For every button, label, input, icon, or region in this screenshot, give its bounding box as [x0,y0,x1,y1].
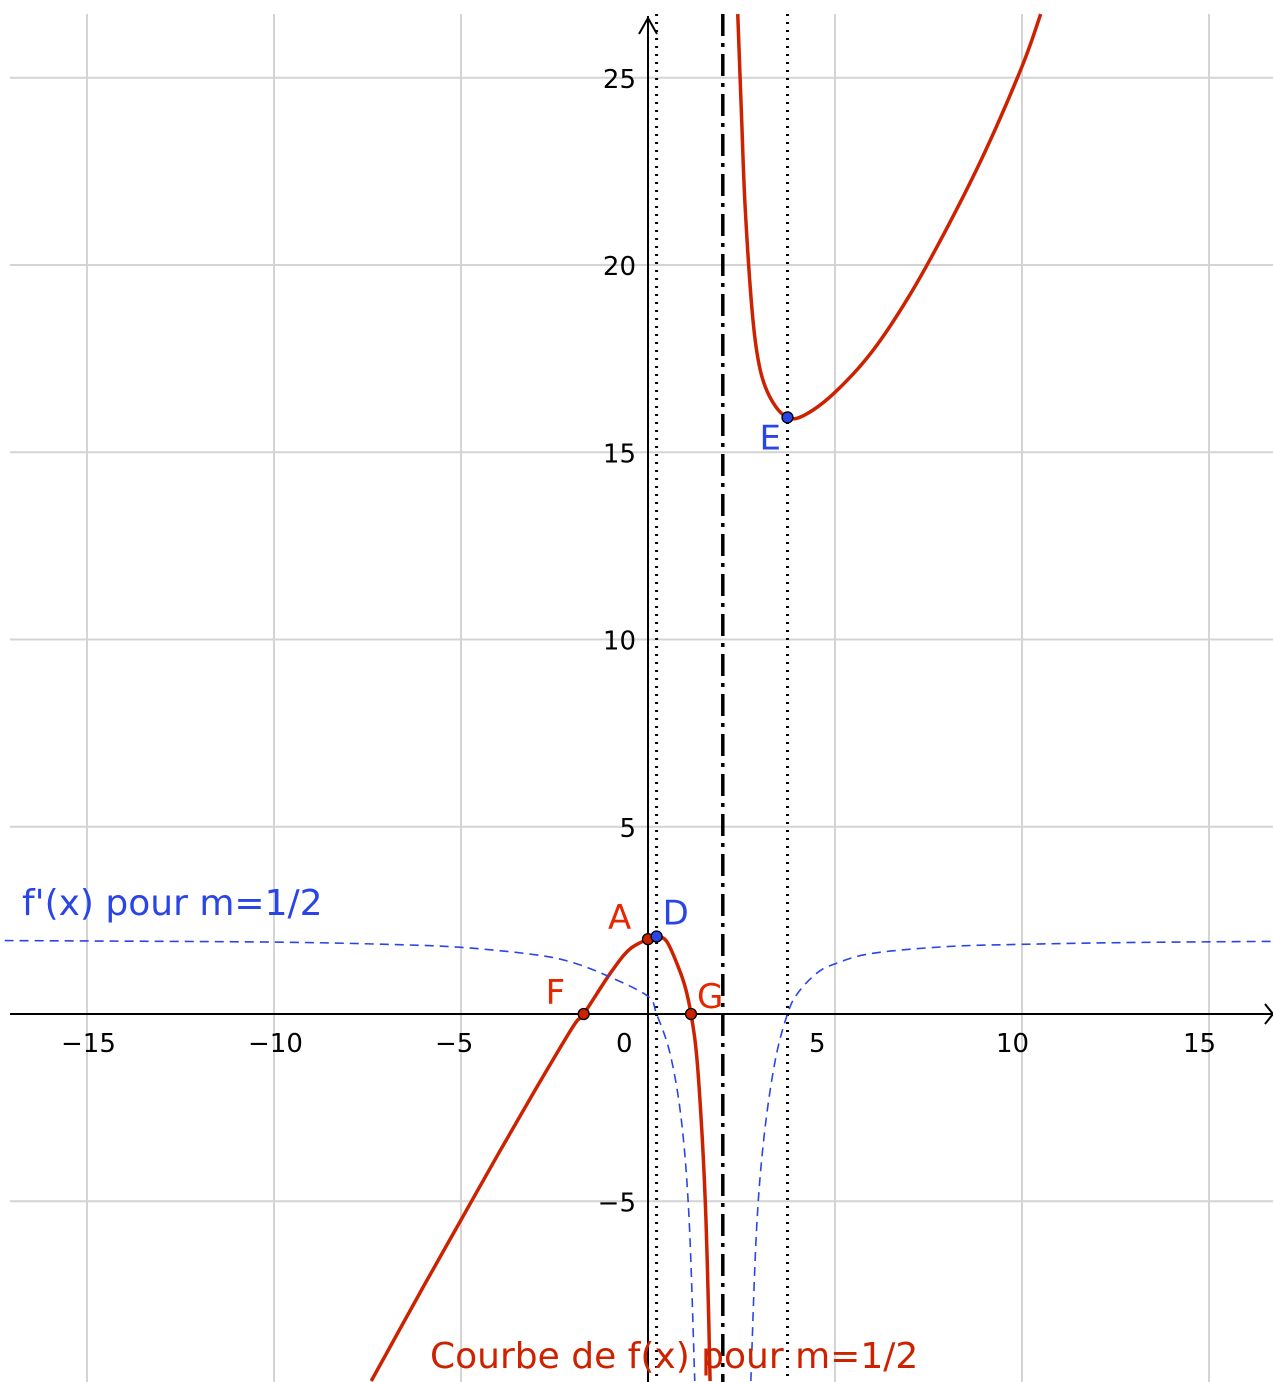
fprime-curve-branch [4,939,696,1382]
tick-labels: −15 −10 −5 0 5 10 15 25 20 15 10 5 −5 [61,65,1216,1219]
point-g [684,1007,698,1021]
y-tick-label: 10 [603,627,636,657]
axes [10,15,1273,1382]
point-f [577,1007,590,1021]
x-tick-label: −15 [61,1029,116,1059]
x-tick-label: 5 [809,1029,826,1059]
y-tick-label: 5 [619,814,636,844]
f-curve-label: Courbe de f(x) pour m=1/2 [430,1336,918,1377]
point-e [781,411,794,424]
point-label-e: E [760,418,781,458]
reference-lines [655,14,790,1382]
y-axis-arrow [638,15,658,35]
y-tick-label: −5 [598,1188,636,1218]
f-curve-branch [369,934,712,1382]
y-tick-label: 20 [603,252,636,282]
x-tick-label: 10 [996,1029,1029,1059]
points: A D E F G [546,411,794,1021]
point-label-g: G [697,977,723,1017]
fprime-curve-label: f'(x) pour m=1/2 [22,883,323,924]
point-d [650,930,663,943]
point-label-a: A [608,898,631,938]
x-tick-label: −10 [248,1029,303,1059]
x-tick-label: 15 [1183,1029,1216,1059]
fprime-curve-branch [750,940,1273,1382]
x-tick-label: −5 [435,1029,473,1059]
x-tick-label: 0 [616,1029,633,1059]
x-axis-arrow [1264,1003,1273,1025]
point-label-f: F [546,973,566,1013]
curves [4,13,1273,1382]
grid [10,14,1273,1382]
y-tick-label: 25 [603,65,636,95]
f-curve-branch [736,13,1043,421]
y-tick-label: 15 [603,439,636,469]
point-label-d: D [663,893,689,933]
